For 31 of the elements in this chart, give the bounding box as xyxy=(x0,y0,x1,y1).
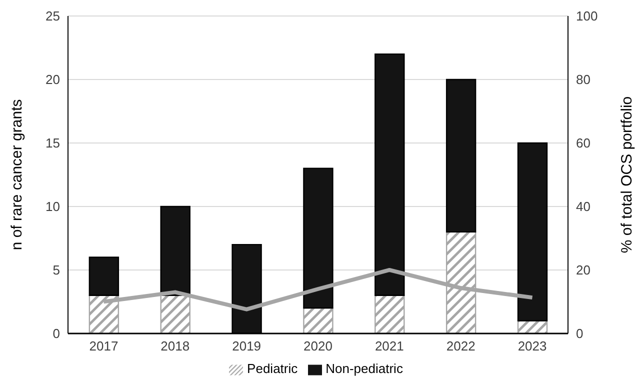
x-tick-label: 2018 xyxy=(160,338,190,354)
y-tick-label: 10 xyxy=(46,199,60,214)
y2-tick-label: 40 xyxy=(576,199,590,214)
bar xyxy=(517,142,548,322)
bar xyxy=(446,78,476,232)
y2-axis-title: % of total OCS portfolio xyxy=(618,96,636,254)
legend-label: Non-pediatric xyxy=(326,361,403,376)
y2-tick-label: 20 xyxy=(576,262,590,278)
y-tick-label: 20 xyxy=(46,72,60,88)
x-tick-label: 2017 xyxy=(89,338,118,354)
x-tick-label: 2021 xyxy=(374,338,404,354)
bar xyxy=(88,256,120,296)
y-tick-label: 15 xyxy=(46,136,60,151)
y-tick-label: 5 xyxy=(52,262,60,278)
legend-label: Pediatric xyxy=(247,361,298,376)
y2-tick-label: 0 xyxy=(576,326,584,342)
x-tick-label: 2019 xyxy=(232,338,262,354)
bar xyxy=(374,294,405,334)
x-tick-label: 2020 xyxy=(304,338,332,354)
x-tick-label: 2022 xyxy=(446,338,476,354)
x-tick-label: 2023 xyxy=(518,338,547,354)
y2-tick-label: 60 xyxy=(576,136,590,151)
bar xyxy=(303,168,334,309)
y2-tick-label: 100 xyxy=(576,8,598,24)
y-tick-label: 0 xyxy=(52,326,60,342)
bar xyxy=(160,206,190,296)
y-tick-label: 25 xyxy=(46,8,60,24)
bar xyxy=(374,53,405,296)
y2-tick-label: 80 xyxy=(576,72,590,88)
bar xyxy=(303,307,334,334)
y-axis-title: n of rare cancer grants xyxy=(8,99,26,250)
